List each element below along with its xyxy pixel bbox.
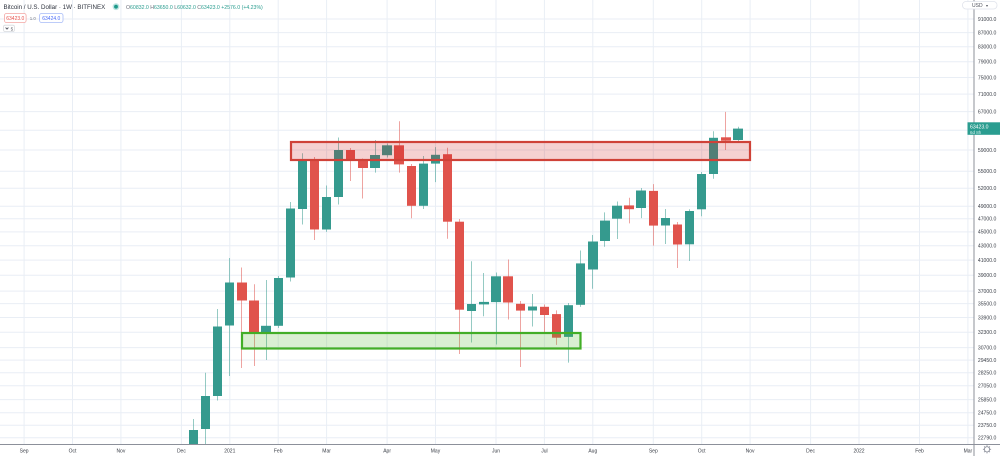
svg-text:Dec: Dec — [806, 449, 815, 455]
svg-text:1.0: 1.0 — [30, 16, 37, 21]
svg-text:63423.0: 63423.0 — [6, 16, 24, 22]
svg-text:Mar: Mar — [322, 449, 331, 455]
svg-text:49000.0: 49000.0 — [978, 204, 997, 210]
svg-text:Jul: Jul — [541, 449, 547, 455]
svg-text:Apr: Apr — [383, 449, 391, 455]
svg-text:6d 8h: 6d 8h — [970, 130, 982, 135]
svg-text:83000.0: 83000.0 — [978, 45, 997, 51]
svg-text:39000.0: 39000.0 — [978, 273, 997, 279]
svg-text:55000.0: 55000.0 — [978, 169, 997, 175]
svg-text:Bitcoin / U.S. Dollar · 1W · B: Bitcoin / U.S. Dollar · 1W · BITFINEX — [4, 4, 106, 11]
svg-text:Sep: Sep — [20, 449, 29, 455]
svg-text:23750.0: 23750.0 — [978, 423, 997, 429]
svg-text:91000.0: 91000.0 — [978, 17, 997, 23]
svg-text:2022: 2022 — [853, 449, 864, 455]
svg-text:22790.0: 22790.0 — [978, 436, 997, 442]
svg-text:87000.0: 87000.0 — [978, 30, 997, 36]
svg-text:37000.0: 37000.0 — [978, 289, 997, 295]
svg-text:2021: 2021 — [224, 449, 235, 455]
svg-text:Aug: Aug — [588, 449, 597, 455]
svg-text:Oct: Oct — [69, 449, 77, 455]
svg-text:45000.0: 45000.0 — [978, 230, 997, 236]
svg-text:Nov: Nov — [116, 449, 125, 455]
svg-text:79000.0: 79000.0 — [978, 60, 997, 66]
svg-text:USD: USD — [972, 3, 983, 9]
svg-text:O60832.0 H63650.0 L60632.0 C63: O60832.0 H63650.0 L60632.0 C63423.0 +257… — [126, 5, 263, 11]
svg-text:5: 5 — [11, 26, 14, 31]
svg-text:75000.0: 75000.0 — [978, 75, 997, 81]
svg-text:33900.0: 33900.0 — [978, 315, 997, 321]
svg-text:29450.0: 29450.0 — [978, 358, 997, 364]
svg-text:52000.0: 52000.0 — [978, 186, 997, 192]
svg-text:63424.0: 63424.0 — [42, 16, 60, 22]
svg-text:25850.0: 25850.0 — [978, 397, 997, 403]
svg-text:71000.0: 71000.0 — [978, 92, 997, 98]
svg-text:May: May — [431, 449, 441, 455]
svg-text:Dec: Dec — [177, 449, 186, 455]
svg-text:43000.0: 43000.0 — [978, 244, 997, 250]
svg-text:▾: ▾ — [986, 3, 988, 8]
svg-text:Nov: Nov — [746, 449, 755, 455]
svg-text:59000.0: 59000.0 — [978, 148, 997, 154]
svg-text:28250.0: 28250.0 — [978, 371, 997, 377]
svg-text:30700.0: 30700.0 — [978, 345, 997, 351]
svg-text:67000.0: 67000.0 — [978, 109, 997, 115]
svg-text:Jun: Jun — [492, 449, 500, 455]
svg-text:Mar: Mar — [964, 449, 973, 455]
svg-text:24750.0: 24750.0 — [978, 411, 997, 417]
svg-text:32300.0: 32300.0 — [978, 330, 997, 336]
svg-text:27050.0: 27050.0 — [978, 384, 997, 390]
svg-text:35500.0: 35500.0 — [978, 301, 997, 307]
svg-text:Feb: Feb — [915, 449, 924, 455]
svg-text:Sep: Sep — [649, 449, 658, 455]
svg-text:47000.0: 47000.0 — [978, 217, 997, 223]
svg-text:41000.0: 41000.0 — [978, 258, 997, 264]
svg-text:Feb: Feb — [274, 449, 283, 455]
svg-text:Oct: Oct — [698, 449, 706, 455]
svg-text:63423.0: 63423.0 — [970, 125, 989, 131]
